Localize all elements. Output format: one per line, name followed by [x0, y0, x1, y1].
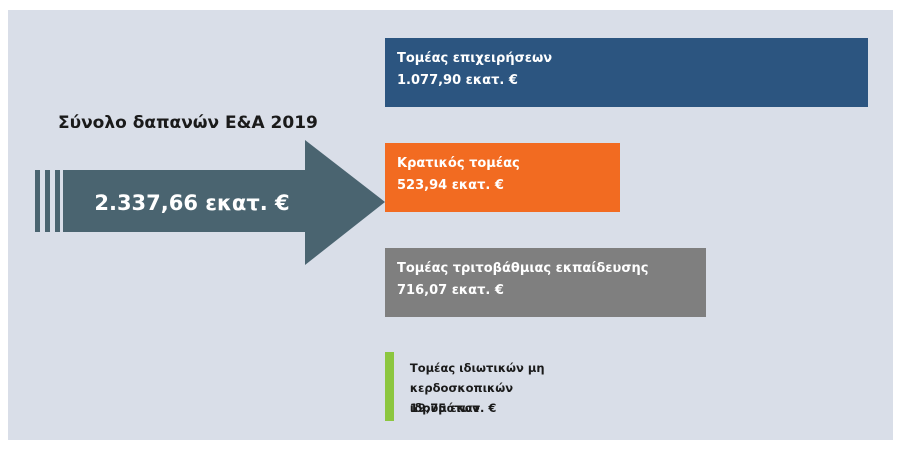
value-label: 19,75 εκατ. €	[409, 401, 497, 415]
value-label: 523,94 εκατ. €	[397, 178, 504, 193]
category-label: Κρατικός τομέας	[397, 156, 520, 171]
arrow	[35, 140, 385, 265]
value-label: 1.077,90 εκατ. €	[397, 73, 518, 88]
bar	[385, 352, 394, 421]
category-label: Τομέας τριτοβάθμιας εκπαίδευσης	[397, 261, 649, 276]
panel: Σύνολο δαπανών Ε&Α 2019 2.337,66 εκατ. €…	[8, 10, 893, 440]
bar	[385, 248, 706, 317]
value-label: 716,07 εκατ. €	[397, 283, 504, 298]
title: Σύνολο δαπανών Ε&Α 2019	[58, 113, 318, 133]
bar	[385, 143, 620, 212]
category-label: Τομέας ιδιωτικών μη κερδοσκοπικών ιδρυμά…	[409, 361, 545, 415]
bar	[385, 38, 868, 107]
category-label: Τομέας επιχειρήσεων	[397, 51, 553, 66]
total-label: 2.337,66 εκατ. €	[94, 191, 290, 215]
